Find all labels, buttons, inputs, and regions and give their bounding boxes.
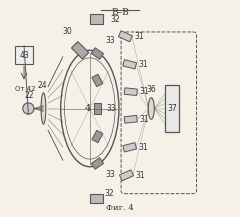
Text: 31: 31 [139,143,148,152]
Text: 43: 43 [19,51,29,60]
Polygon shape [92,74,103,87]
Text: 32: 32 [110,15,120,23]
Text: 30: 30 [62,27,72,36]
Polygon shape [72,42,89,59]
Ellipse shape [148,98,154,119]
Polygon shape [124,115,137,123]
Text: 4: 4 [84,104,91,113]
Polygon shape [92,130,103,143]
Text: 33: 33 [106,104,116,113]
Polygon shape [120,170,133,181]
Text: 33: 33 [105,170,115,179]
Text: 36: 36 [147,85,156,94]
Text: 22: 22 [25,91,34,100]
Text: От 42: От 42 [15,86,36,92]
Text: 31: 31 [139,60,148,69]
Text: 31: 31 [140,87,150,96]
Text: 33: 33 [105,36,115,45]
Polygon shape [94,103,101,114]
Text: 32: 32 [104,189,114,198]
Text: 24: 24 [38,81,47,90]
FancyBboxPatch shape [15,46,33,64]
Text: Фиг. 4: Фиг. 4 [106,204,134,212]
Text: 31: 31 [136,171,145,180]
Text: 31: 31 [140,115,150,124]
Polygon shape [91,48,104,59]
Text: В–В: В–В [111,8,129,17]
Text: 31: 31 [134,32,144,41]
Polygon shape [90,15,103,24]
Ellipse shape [41,93,46,124]
Circle shape [23,103,34,114]
Polygon shape [123,143,137,152]
Polygon shape [124,88,137,95]
Text: 37: 37 [167,104,177,113]
Polygon shape [90,194,103,203]
FancyBboxPatch shape [165,85,179,132]
Polygon shape [123,60,137,69]
Polygon shape [118,31,132,42]
Polygon shape [91,158,104,169]
